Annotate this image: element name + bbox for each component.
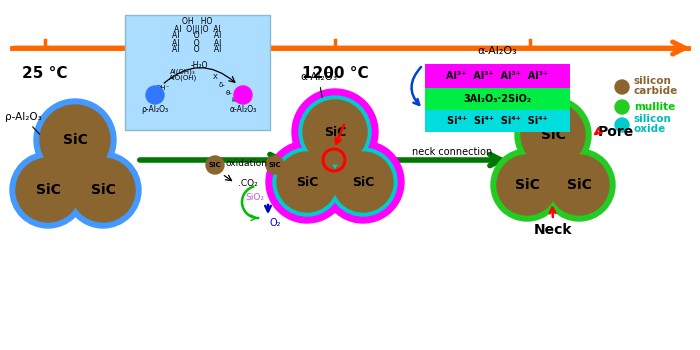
Text: 3Al₂O₃·2SiO₂: 3Al₂O₃·2SiO₂ — [463, 94, 531, 104]
Text: O₂: O₂ — [270, 218, 281, 228]
Circle shape — [615, 118, 629, 132]
Circle shape — [549, 155, 609, 215]
Text: oxidation: oxidation — [225, 160, 267, 168]
Circle shape — [515, 97, 591, 173]
Circle shape — [266, 141, 348, 223]
Text: Al      O      Al: Al O Al — [172, 38, 222, 48]
Text: ρ-Al₂O₃: ρ-Al₂O₃ — [141, 105, 169, 114]
Text: neck connection: neck connection — [412, 147, 492, 157]
Text: carbide: carbide — [634, 86, 678, 96]
Text: SiC: SiC — [62, 133, 88, 147]
Text: ρ-Al₂O₃: ρ-Al₂O₃ — [5, 112, 45, 140]
Circle shape — [491, 149, 563, 221]
Circle shape — [10, 152, 86, 228]
Text: SiC: SiC — [324, 126, 346, 139]
Text: Al(OH)₃: Al(OH)₃ — [170, 69, 196, 75]
Circle shape — [292, 89, 378, 175]
Text: Pore: Pore — [598, 125, 634, 139]
Circle shape — [34, 99, 116, 181]
Text: SiC: SiC — [514, 178, 540, 192]
Text: Si⁴⁺  Si⁴⁺  Si⁴⁺  Si⁴⁺: Si⁴⁺ Si⁴⁺ Si⁴⁺ Si⁴⁺ — [447, 116, 548, 126]
Text: oxide: oxide — [634, 124, 666, 134]
Text: α-Al₂O₃: α-Al₂O₃ — [300, 72, 337, 99]
Text: k-: k- — [232, 97, 238, 103]
Circle shape — [303, 100, 367, 164]
Circle shape — [277, 152, 337, 212]
Circle shape — [273, 148, 341, 216]
Text: Al      O      Al: Al O Al — [172, 32, 222, 41]
Text: SiC: SiC — [269, 162, 281, 168]
Circle shape — [615, 100, 629, 114]
Text: SiC: SiC — [36, 183, 60, 197]
FancyBboxPatch shape — [425, 88, 570, 110]
FancyBboxPatch shape — [125, 15, 270, 130]
Circle shape — [146, 86, 164, 104]
Circle shape — [615, 80, 629, 94]
Text: Al  O||||O  Al: Al O||||O Al — [174, 25, 220, 34]
Text: α-Al₂O₃: α-Al₂O₃ — [230, 105, 257, 114]
Text: α-Al₂O₃: α-Al₂O₃ — [477, 46, 517, 56]
Circle shape — [322, 141, 404, 223]
Text: 1200 °C: 1200 °C — [302, 66, 368, 81]
Text: mullite: mullite — [634, 102, 676, 112]
FancyBboxPatch shape — [425, 64, 570, 88]
Text: -H₂O: -H₂O — [190, 62, 208, 70]
Text: SiC: SiC — [209, 162, 221, 168]
Text: SiC: SiC — [566, 178, 592, 192]
Text: 1350°C: 1350°C — [499, 66, 561, 81]
Circle shape — [65, 152, 141, 228]
Text: SiC: SiC — [540, 128, 566, 142]
Text: θ-: θ- — [225, 90, 232, 96]
Circle shape — [206, 156, 224, 174]
Circle shape — [40, 105, 110, 175]
Circle shape — [333, 152, 393, 212]
Text: 25 °C: 25 °C — [22, 66, 68, 81]
Text: SiC: SiC — [90, 183, 116, 197]
Circle shape — [71, 158, 135, 222]
Text: Neck: Neck — [533, 223, 573, 237]
Text: OH⁻: OH⁻ — [156, 85, 170, 91]
Circle shape — [299, 96, 371, 168]
Circle shape — [497, 155, 557, 215]
Text: .CO₂: .CO₂ — [238, 180, 258, 189]
Text: OH   HO: OH HO — [182, 18, 212, 27]
Circle shape — [521, 103, 585, 167]
Text: silicon: silicon — [634, 114, 672, 124]
Text: silicon: silicon — [634, 76, 672, 86]
Text: Al³⁺  Al³⁺  Al³⁺  Al³⁺: Al³⁺ Al³⁺ Al³⁺ Al³⁺ — [447, 71, 549, 81]
Circle shape — [329, 148, 397, 216]
Text: SiC: SiC — [296, 175, 318, 189]
Text: SiO₂: SiO₂ — [245, 194, 264, 203]
Text: X: X — [213, 74, 218, 80]
Text: AlO(OH): AlO(OH) — [169, 75, 197, 81]
Text: δ-: δ- — [218, 82, 225, 88]
Circle shape — [16, 158, 80, 222]
FancyBboxPatch shape — [425, 110, 570, 132]
Text: Al      O      Al: Al O Al — [172, 46, 222, 55]
Circle shape — [543, 149, 615, 221]
Text: SiC: SiC — [352, 175, 374, 189]
Circle shape — [234, 86, 252, 104]
Circle shape — [266, 156, 284, 174]
